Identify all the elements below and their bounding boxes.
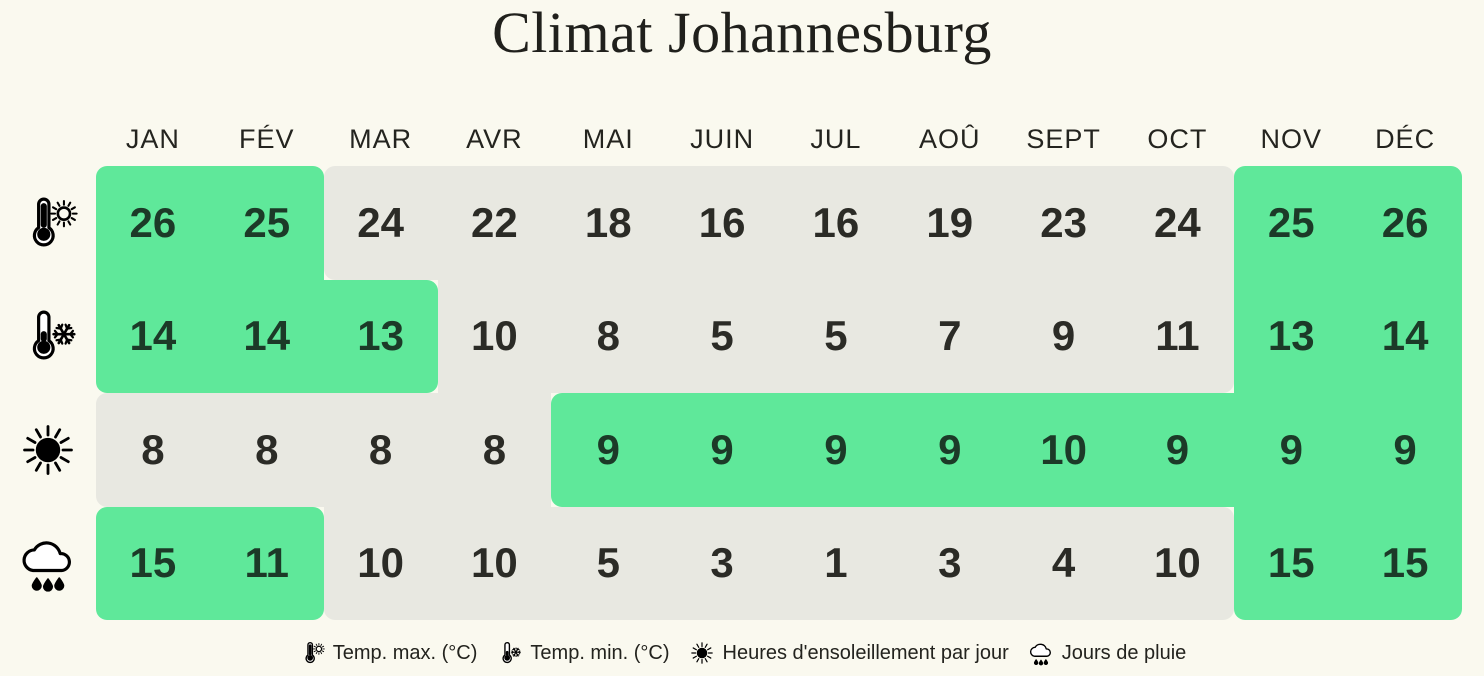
cell-sun_hours-aoû: 9: [938, 425, 962, 473]
cell-rain_days-jan: 15: [129, 539, 177, 587]
cell-temp_min-déc: 14: [1381, 312, 1429, 360]
cell-sun_hours-déc: 9: [1393, 425, 1417, 473]
cell-sun_hours-fév: 8: [255, 425, 279, 473]
cell-temp_min-nov: 13: [1267, 312, 1315, 360]
cell-temp_min-avr: 10: [471, 312, 518, 360]
legend-label: Temp. max. (°C): [332, 641, 478, 664]
cell-temp_min-juin: 5: [710, 312, 734, 360]
legend-label: Jours de pluie: [1061, 641, 1187, 664]
cell-rain_days-mar: 10: [357, 539, 404, 587]
legend-item-thermometer-snow: Temp. min. (°C): [495, 638, 670, 668]
cell-temp_max-juin: 16: [698, 198, 746, 246]
month-header-mar: MAR: [349, 123, 413, 154]
month-header-avr: AVR: [466, 123, 523, 154]
highlight-block: [1234, 506, 1462, 620]
thermometer-snow-icon: [495, 638, 523, 668]
cell-rain_days-nov: 15: [1267, 539, 1315, 587]
cell-temp_min-mai: 8: [596, 312, 620, 360]
rain-cloud-icon: [0, 507, 96, 621]
rain-cloud-icon: [1027, 638, 1055, 668]
legend-label: Heures d'ensoleillement par jour: [722, 641, 1009, 664]
highlight-block: [1234, 166, 1462, 280]
legend-label: Temp. min. (°C): [530, 641, 670, 664]
cell-temp_min-jan: 14: [129, 312, 177, 360]
cell-sun_hours-mai: 9: [596, 425, 620, 473]
sun-icon: [688, 638, 716, 668]
table-row-temp_max: 26 25 24 22 18 16 16 19 23 24 25 26: [96, 166, 1462, 280]
base-block: [323, 166, 1235, 280]
cell-rain_days-fév: 11: [244, 539, 289, 587]
cell-rain_days-déc: 15: [1381, 539, 1429, 587]
month-header-row: JAN FÉV MAR AVR MAI JUIN JUL AOÛ SEPT OCT NOV DÉC: [96, 118, 1462, 160]
month-header-sept: SEPT: [1026, 123, 1101, 154]
cell-sun_hours-nov: 9: [1279, 425, 1303, 473]
legend-item-sun: Heures d'ensoleillement par jour: [688, 638, 1009, 668]
thermometer-snow-icon: [0, 280, 96, 394]
cell-temp_max-mai: 18: [584, 198, 632, 246]
month-header-nov: NOV: [1260, 123, 1322, 154]
cell-sun_hours-mar: 8: [368, 425, 393, 473]
cell-temp_max-sept: 23: [1040, 198, 1087, 246]
month-header-déc: DÉC: [1375, 123, 1436, 154]
cell-temp_max-fév: 25: [243, 198, 291, 246]
cell-rain_days-oct: 10: [1154, 539, 1201, 587]
table-row-sun_hours: 8 8 8 8 9 9 9 9 10 9 9 9: [96, 393, 1462, 507]
cell-temp_max-avr: 22: [471, 198, 518, 246]
cell-temp_min-jul: 5: [824, 312, 848, 360]
cell-sun_hours-avr: 8: [482, 425, 507, 473]
month-header-jan: JAN: [125, 123, 180, 154]
month-header-fév: FÉV: [238, 123, 295, 154]
cell-sun_hours-sept: 10: [1040, 425, 1087, 473]
highlight-block: [96, 506, 324, 620]
sun-icon: [0, 393, 96, 507]
base-block: [323, 506, 1235, 620]
month-header-jul: JUL: [810, 123, 862, 154]
cell-temp_max-mar: 24: [357, 198, 404, 246]
cell-background-layer: [96, 166, 1462, 620]
highlight-block: [96, 279, 438, 393]
month-header-oct: OCT: [1147, 123, 1208, 154]
climate-grid: 26 25 24 22 18 16 16 19 23 24 25 26 14 14 13 10 8 5 5 7 9 11 1…: [96, 166, 1462, 620]
page-title: Climat Johannesburg: [492, 0, 992, 65]
legend: Temp. max. (°C) Temp. min. (°C) Heures d'e…: [0, 638, 1484, 668]
cell-temp_max-aoû: 19: [926, 198, 974, 246]
base-block: [96, 393, 552, 507]
cell-temp_max-nov: 25: [1267, 198, 1315, 246]
cell-temp_min-mar: 13: [357, 312, 404, 360]
cell-rain_days-mai: 5: [596, 539, 620, 587]
month-header-aoû: AOÛ: [918, 123, 981, 154]
base-block: [437, 279, 1235, 393]
cell-rain_days-aoû: 3: [938, 539, 962, 587]
value-rows: 26 25 24 22 18 16 16 19 23 24 25 26 14 14 13 10 8 5 5 7 9 11 1…: [96, 166, 1462, 620]
legend-item-rain-cloud: Jours de pluie: [1027, 638, 1187, 668]
month-header-mai: MAI: [582, 123, 634, 154]
table-row-rain_days: 15 11 10 10 5 3 1 3 4 10 15 15: [96, 507, 1462, 621]
cell-temp_min-aoû: 7: [938, 312, 962, 360]
row-icon-gutter: [0, 166, 96, 620]
cell-temp_max-oct: 24: [1154, 198, 1201, 246]
legend-item-thermometer-sun: Temp. max. (°C): [298, 638, 478, 668]
table-row-temp_min: 14 14 13 10 8 5 5 7 9 11 13 14: [96, 280, 1462, 394]
cell-sun_hours-jan: 8: [141, 425, 165, 473]
highlight-block: [1234, 279, 1462, 393]
cell-temp_min-oct: 11: [1155, 312, 1200, 360]
cell-temp_min-sept: 9: [1051, 312, 1076, 360]
cell-sun_hours-oct: 9: [1165, 425, 1190, 473]
thermometer-sun-icon: [298, 638, 326, 668]
highlight-block: [96, 166, 324, 280]
highlight-block: [551, 393, 1462, 507]
cell-temp_min-fév: 14: [243, 312, 291, 360]
cell-temp_max-jul: 16: [812, 198, 860, 246]
cell-rain_days-juin: 3: [710, 539, 734, 587]
cell-rain_days-sept: 4: [1051, 539, 1076, 587]
cell-temp_max-déc: 26: [1381, 198, 1429, 246]
month-header-juin: JUIN: [690, 123, 755, 154]
cell-rain_days-avr: 10: [471, 539, 518, 587]
cell-temp_max-jan: 26: [129, 198, 177, 246]
cell-sun_hours-juin: 9: [710, 425, 734, 473]
cell-sun_hours-jul: 9: [824, 425, 848, 473]
cell-rain_days-jul: 1: [824, 539, 848, 587]
thermometer-sun-icon: [0, 166, 96, 280]
